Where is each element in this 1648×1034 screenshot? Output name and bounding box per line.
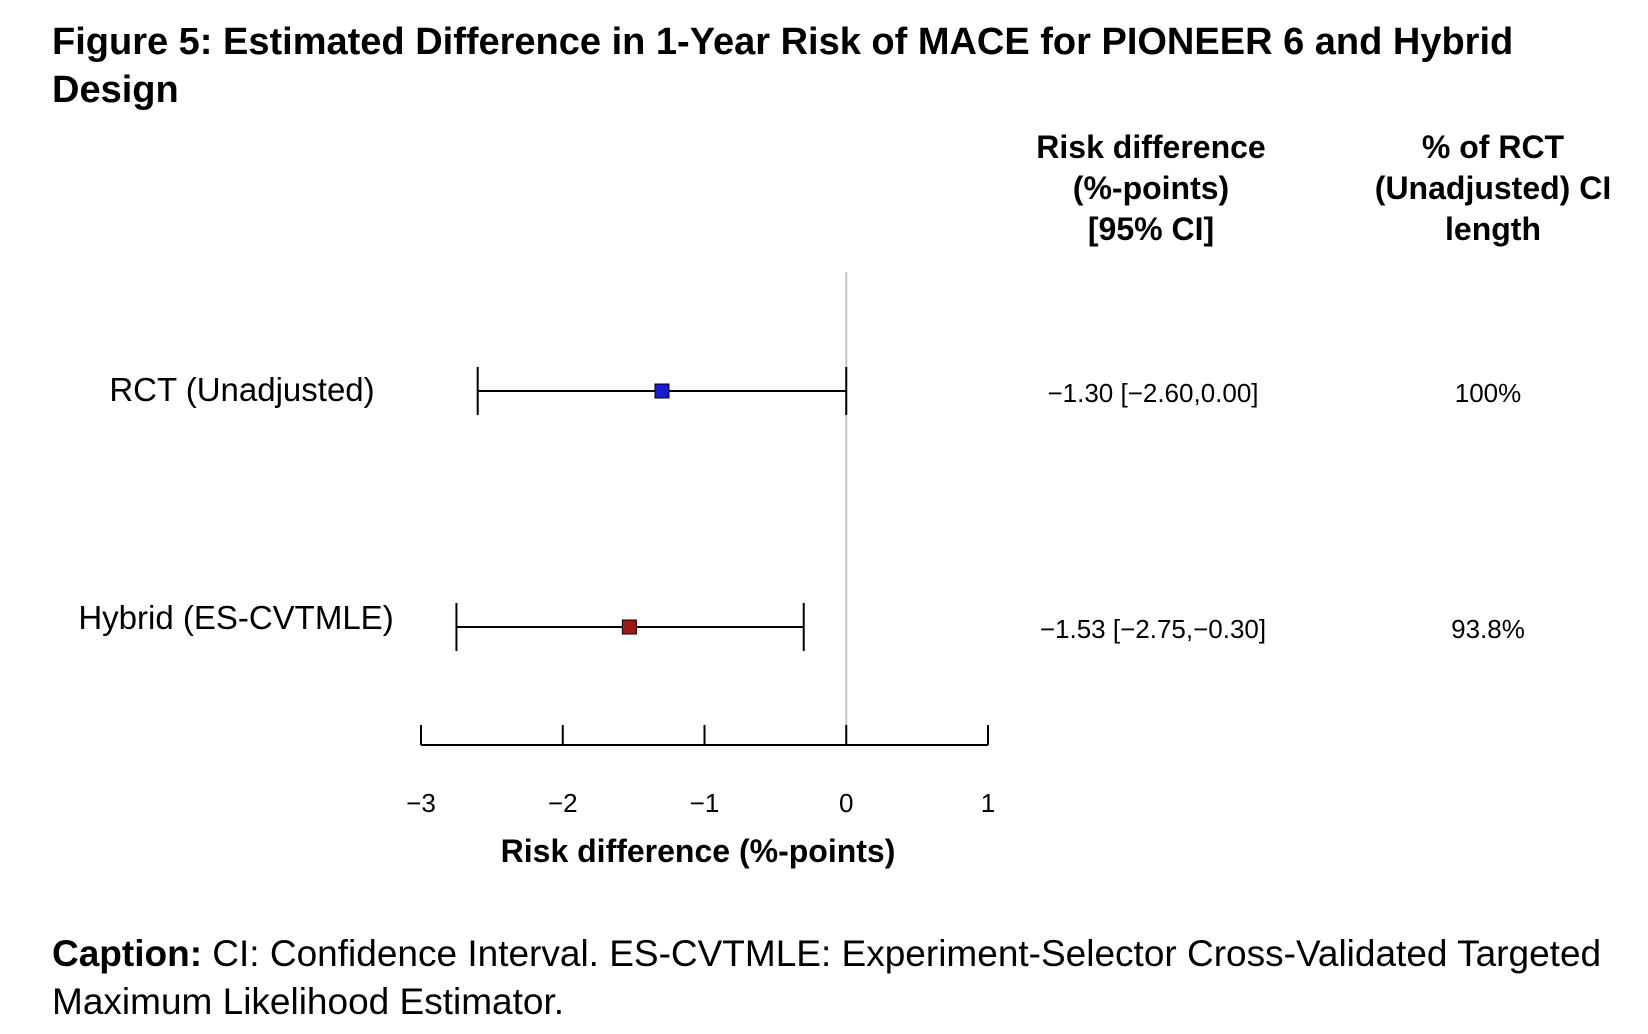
risk-difference-hybrid: −1.53 [−2.75,−0.30] bbox=[1040, 614, 1266, 644]
header-risk-difference-line-3: [95% CI] bbox=[1088, 211, 1214, 247]
header-risk-difference-line-1: Risk difference bbox=[1036, 129, 1265, 165]
caption-label: Caption: bbox=[52, 933, 203, 974]
x-tick-label-m3: −3 bbox=[406, 788, 436, 818]
figure-title: Figure 5: Estimated Difference in 1-Year… bbox=[52, 21, 1514, 111]
x-tick-label-m1: −1 bbox=[690, 788, 720, 818]
caption-text: CI: Confidence Interval. ES-CVTMLE: Expe… bbox=[52, 933, 1602, 1022]
risk-difference-rct: −1.30 [−2.60,0.00] bbox=[1047, 378, 1258, 408]
x-tick-label-m2: −2 bbox=[548, 788, 578, 818]
row-label-rct: RCT (Unadjusted) bbox=[109, 371, 374, 408]
x-tick-label-1: 1 bbox=[981, 788, 995, 818]
x-axis-label: Risk difference (%-points) bbox=[501, 833, 896, 869]
x-tick-label-0: 0 bbox=[839, 788, 853, 818]
header-risk-difference-line-2: (%-points) bbox=[1073, 170, 1229, 206]
pct-ci-length-rct: 100% bbox=[1455, 378, 1522, 408]
point-estimate-rct bbox=[654, 383, 670, 399]
header-pct-ci-length-line-1: % of RCT bbox=[1422, 129, 1565, 165]
forest-plot: Risk difference (%-points) [95% CI] % of… bbox=[78, 129, 1611, 869]
header-pct-ci-length-line-3: length bbox=[1445, 211, 1541, 247]
column-headers: Risk difference (%-points) [95% CI] % of… bbox=[1036, 129, 1611, 247]
row-label-hybrid: Hybrid (ES-CVTMLE) bbox=[78, 599, 393, 636]
pct-ci-length-hybrid: 93.8% bbox=[1451, 614, 1525, 644]
forest-rows bbox=[455, 367, 848, 651]
point-estimate-hybrid bbox=[621, 619, 637, 635]
x-axis: −3 −2 −1 0 1 bbox=[406, 725, 995, 818]
figure-caption: Caption: CI: Confidence Interval. ES-CVT… bbox=[52, 930, 1632, 1026]
header-pct-ci-length-line-2: (Unadjusted) CI bbox=[1375, 170, 1611, 206]
